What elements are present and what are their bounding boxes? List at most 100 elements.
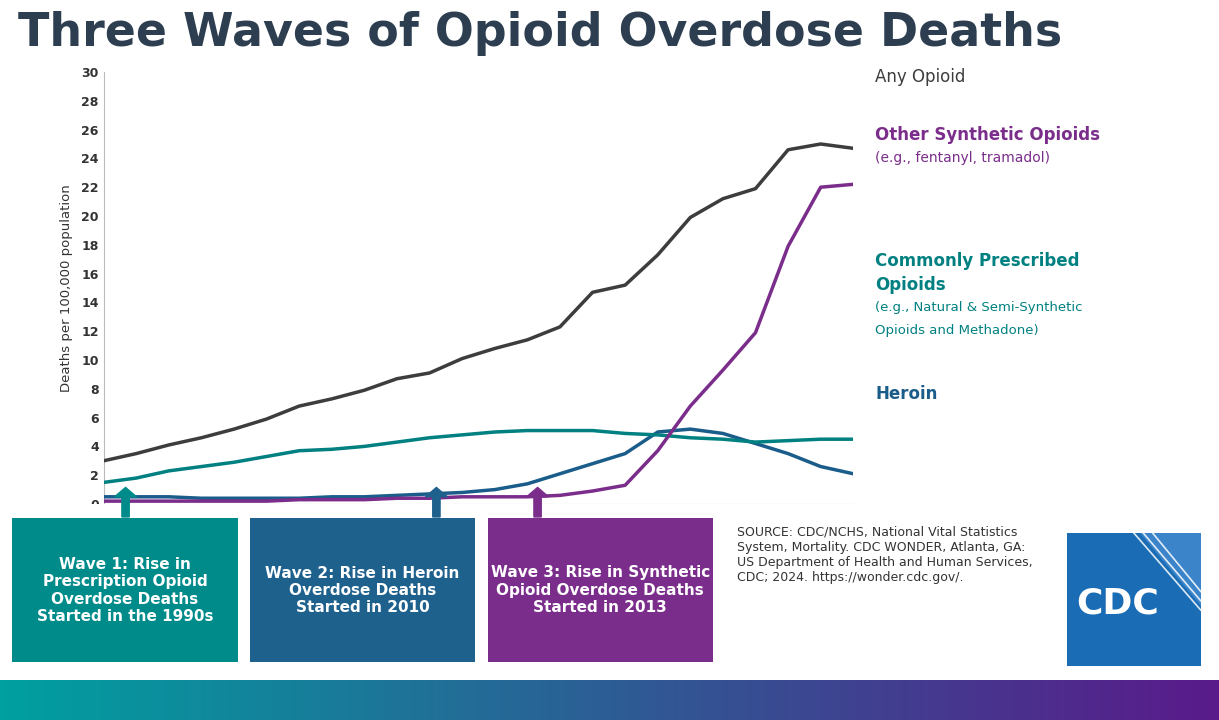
- Bar: [705, 680, 707, 720]
- Bar: [17, 680, 20, 720]
- Bar: [636, 680, 639, 720]
- Bar: [795, 680, 797, 720]
- Bar: [1053, 680, 1056, 720]
- Bar: [34, 680, 37, 720]
- Bar: [232, 680, 234, 720]
- Bar: [202, 680, 205, 720]
- Bar: [492, 680, 495, 720]
- Bar: [49, 680, 51, 720]
- Bar: [1070, 680, 1073, 720]
- Bar: [5, 680, 7, 720]
- Bar: [502, 680, 505, 720]
- Bar: [785, 680, 787, 720]
- Bar: [690, 680, 692, 720]
- Bar: [909, 680, 912, 720]
- Bar: [1051, 680, 1053, 720]
- Bar: [1151, 680, 1153, 720]
- Bar: [56, 680, 59, 720]
- Bar: [602, 680, 605, 720]
- Text: Wave 2: Rise in Heroin
Overdose Deaths
Started in 2010: Wave 2: Rise in Heroin Overdose Deaths S…: [266, 565, 460, 616]
- Bar: [1112, 680, 1114, 720]
- Bar: [692, 680, 695, 720]
- Bar: [7, 680, 10, 720]
- Bar: [239, 680, 241, 720]
- Bar: [1163, 680, 1165, 720]
- Bar: [961, 680, 963, 720]
- Bar: [15, 680, 17, 720]
- Bar: [1019, 680, 1022, 720]
- Bar: [580, 680, 583, 720]
- Bar: [900, 680, 902, 720]
- Bar: [405, 680, 407, 720]
- Bar: [351, 680, 354, 720]
- Bar: [941, 680, 944, 720]
- Bar: [534, 680, 536, 720]
- Bar: [266, 680, 268, 720]
- Bar: [393, 680, 395, 720]
- Bar: [283, 680, 285, 720]
- Bar: [931, 680, 934, 720]
- Text: Three Waves of Opioid Overdose Deaths: Three Waves of Opioid Overdose Deaths: [18, 11, 1063, 55]
- Bar: [1068, 680, 1070, 720]
- Bar: [522, 680, 524, 720]
- Bar: [695, 680, 697, 720]
- Bar: [46, 680, 49, 720]
- Bar: [224, 680, 227, 720]
- Bar: [590, 680, 592, 720]
- Bar: [312, 680, 315, 720]
- Bar: [1004, 680, 1007, 720]
- Bar: [978, 680, 980, 720]
- Bar: [1185, 680, 1187, 720]
- Bar: [631, 680, 634, 720]
- Bar: [556, 680, 558, 720]
- Bar: [22, 680, 24, 720]
- Bar: [485, 680, 488, 720]
- Bar: [461, 680, 463, 720]
- Text: Any Opioid: Any Opioid: [875, 68, 965, 86]
- Bar: [529, 680, 531, 720]
- Bar: [973, 680, 975, 720]
- Y-axis label: Deaths per 100,000 population: Deaths per 100,000 population: [60, 184, 73, 392]
- Bar: [0, 680, 2, 720]
- Bar: [190, 680, 193, 720]
- Bar: [517, 680, 519, 720]
- Bar: [619, 680, 622, 720]
- Bar: [934, 680, 936, 720]
- Bar: [241, 680, 244, 720]
- Bar: [1034, 680, 1036, 720]
- Bar: [10, 680, 12, 720]
- Bar: [1022, 680, 1024, 720]
- Bar: [327, 680, 329, 720]
- Bar: [346, 680, 349, 720]
- Bar: [156, 680, 158, 720]
- Bar: [375, 680, 378, 720]
- Bar: [473, 680, 475, 720]
- Bar: [488, 680, 490, 720]
- Bar: [336, 680, 339, 720]
- Bar: [293, 680, 295, 720]
- Bar: [288, 680, 290, 720]
- Bar: [1007, 680, 1009, 720]
- Bar: [210, 680, 212, 720]
- Bar: [717, 680, 719, 720]
- Bar: [1141, 680, 1143, 720]
- Bar: [100, 680, 102, 720]
- Bar: [744, 680, 746, 720]
- Bar: [236, 680, 239, 720]
- Bar: [105, 680, 107, 720]
- Bar: [800, 680, 802, 720]
- Bar: [158, 680, 161, 720]
- Bar: [1204, 680, 1207, 720]
- Bar: [1119, 680, 1121, 720]
- Bar: [809, 680, 812, 720]
- Bar: [924, 680, 926, 720]
- Bar: [85, 680, 88, 720]
- Bar: [897, 680, 900, 720]
- Bar: [200, 680, 202, 720]
- Bar: [1029, 680, 1031, 720]
- Bar: [83, 680, 85, 720]
- Bar: [154, 680, 156, 720]
- Bar: [512, 680, 514, 720]
- Bar: [826, 680, 829, 720]
- Bar: [861, 680, 863, 720]
